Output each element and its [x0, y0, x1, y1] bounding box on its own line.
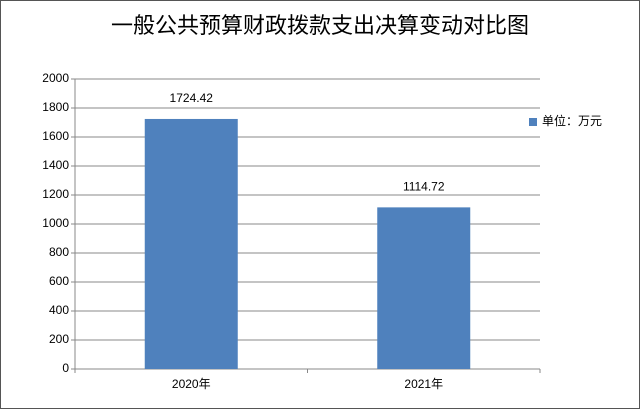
legend-swatch	[529, 118, 537, 126]
chart-title: 一般公共预算财政拨款支出决算变动对比图	[111, 13, 529, 38]
x-tick-label: 2021年	[404, 377, 443, 391]
y-tick-label: 1400	[42, 158, 69, 172]
y-tick-label: 600	[49, 274, 69, 288]
y-tick-label: 1200	[42, 187, 69, 201]
y-tick-label: 0	[62, 361, 69, 375]
y-tick-label: 400	[49, 303, 69, 317]
y-tick-label: 800	[49, 245, 69, 259]
y-tick-label: 1800	[42, 100, 69, 114]
y-tick-label: 1600	[42, 129, 69, 143]
x-tick-label: 2020年	[172, 377, 211, 391]
y-tick-label: 1000	[42, 216, 69, 230]
y-tick-label: 2000	[42, 71, 69, 85]
legend-label: 单位：万元	[542, 113, 602, 128]
bar	[144, 118, 238, 369]
bar	[377, 207, 471, 369]
value-label: 1114.72	[403, 180, 445, 194]
value-label: 1724.42	[170, 91, 214, 105]
y-tick-label: 200	[49, 332, 69, 346]
